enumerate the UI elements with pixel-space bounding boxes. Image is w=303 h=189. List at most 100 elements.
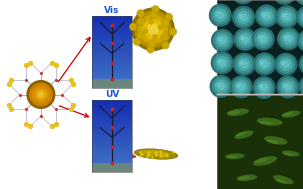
Ellipse shape [236,175,258,181]
Bar [92,111,132,112]
Ellipse shape [152,5,159,13]
Bar [217,95,303,189]
Ellipse shape [209,4,232,27]
Ellipse shape [257,7,276,25]
Ellipse shape [302,13,303,18]
Ellipse shape [162,19,170,27]
Ellipse shape [277,55,295,74]
Ellipse shape [276,75,299,98]
Bar [92,69,132,70]
Ellipse shape [297,6,303,29]
Bar [92,162,132,164]
Ellipse shape [215,56,229,69]
Bar [92,126,132,128]
Bar [92,22,132,23]
Ellipse shape [134,149,178,159]
Bar [92,108,132,110]
Ellipse shape [214,9,227,22]
Ellipse shape [282,60,290,68]
Ellipse shape [301,77,303,95]
Bar [92,165,132,166]
Ellipse shape [239,35,244,40]
Ellipse shape [142,19,164,40]
Ellipse shape [150,11,158,19]
Ellipse shape [257,118,282,126]
Bar [92,131,132,132]
Ellipse shape [235,130,253,139]
Ellipse shape [297,0,303,3]
Bar [92,101,132,103]
Ellipse shape [255,78,273,97]
Ellipse shape [260,9,273,23]
Bar [92,59,132,60]
Bar [92,17,132,19]
Ellipse shape [234,8,253,26]
Ellipse shape [234,130,254,139]
Bar [92,121,132,122]
Bar [92,71,132,72]
Bar [92,122,132,123]
Bar [92,36,132,38]
Ellipse shape [241,35,249,43]
Ellipse shape [273,175,294,184]
Ellipse shape [169,28,177,36]
Bar [92,23,132,24]
Bar [92,75,132,76]
Bar [92,154,132,155]
Bar [92,137,132,139]
Ellipse shape [149,19,153,24]
Bar [92,29,132,30]
Bar [92,163,132,172]
Ellipse shape [234,0,252,2]
Ellipse shape [280,60,285,65]
Ellipse shape [233,6,256,30]
Ellipse shape [277,27,300,50]
Ellipse shape [131,8,175,51]
Ellipse shape [211,29,235,53]
Ellipse shape [257,81,271,94]
Bar [92,125,132,126]
Bar [92,113,132,115]
Bar [92,63,132,64]
Bar [92,27,132,28]
Ellipse shape [252,28,276,51]
Bar [92,62,132,63]
Bar [92,51,132,52]
Ellipse shape [259,35,267,43]
Bar [92,39,132,40]
Bar [92,38,132,39]
Bar [92,142,132,143]
Ellipse shape [263,12,271,20]
Ellipse shape [240,60,248,68]
Ellipse shape [165,13,173,21]
Ellipse shape [238,33,252,46]
Bar [92,87,132,88]
Bar [92,19,132,20]
Ellipse shape [232,6,255,29]
Ellipse shape [299,75,303,98]
Bar [92,40,132,41]
Bar [92,56,132,57]
Ellipse shape [139,150,170,156]
Ellipse shape [282,32,295,45]
Bar [92,60,132,62]
Ellipse shape [253,156,277,166]
Ellipse shape [235,83,241,88]
Ellipse shape [210,75,233,98]
Text: Vis: Vis [105,6,120,15]
Ellipse shape [256,5,279,28]
Ellipse shape [217,36,222,41]
Ellipse shape [298,8,303,26]
Ellipse shape [158,25,163,30]
Bar [92,135,132,136]
Ellipse shape [216,11,224,19]
Ellipse shape [147,23,159,35]
Bar [92,34,132,35]
Ellipse shape [153,34,157,39]
Ellipse shape [272,175,294,184]
Bar [92,66,132,67]
Ellipse shape [281,150,301,157]
Ellipse shape [235,80,248,94]
Ellipse shape [281,13,286,18]
Ellipse shape [252,76,275,99]
